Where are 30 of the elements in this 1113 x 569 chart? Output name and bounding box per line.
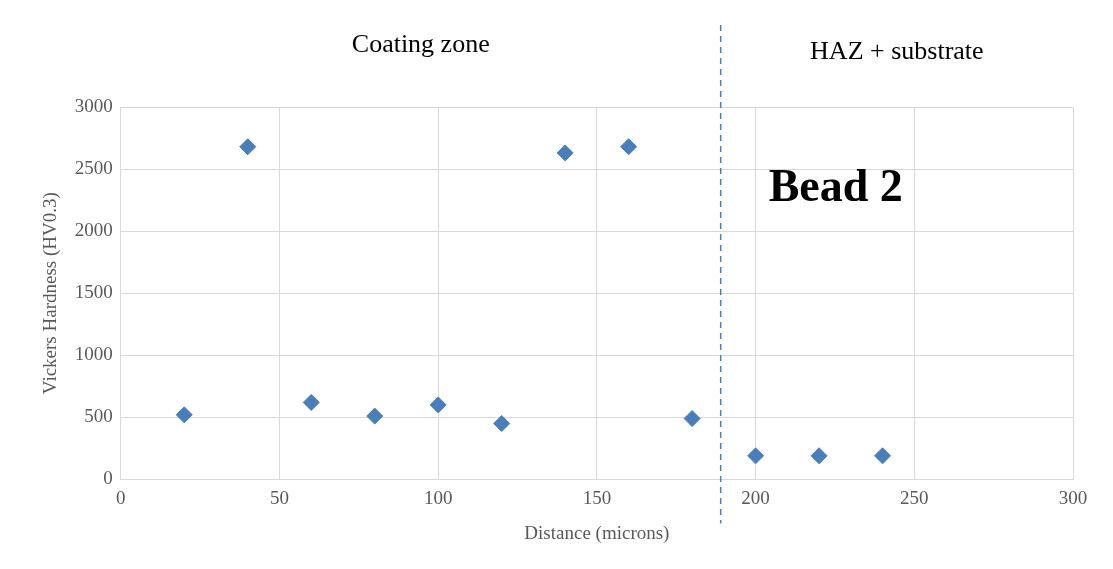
point	[683, 410, 701, 428]
point	[175, 406, 193, 424]
point	[239, 138, 257, 156]
y-tick-label: 3000	[74, 94, 113, 116]
point	[747, 447, 765, 465]
y-axis-title: Vickers Hardness (HV0.3)	[39, 192, 62, 395]
text: Coating zone	[351, 29, 490, 58]
point	[366, 407, 384, 425]
x-tick-label: 50	[270, 486, 289, 508]
y-tick-label: 2000	[74, 219, 113, 241]
x-tick-label: 250	[900, 486, 929, 508]
point	[620, 138, 638, 156]
x-axis-title: Distance (microns)	[524, 521, 670, 544]
point	[429, 396, 447, 414]
point	[556, 144, 574, 162]
point	[810, 447, 828, 465]
y-tick-label: 2500	[74, 157, 113, 179]
point	[302, 393, 320, 411]
x-tick-label: 300	[1058, 486, 1088, 508]
point	[493, 415, 511, 433]
x-tick-label: 200	[741, 486, 770, 508]
y-tick-label: 1500	[74, 281, 113, 303]
x-tick-label: 100	[423, 486, 453, 508]
y-tick-label: 500	[84, 405, 113, 427]
x-tick-label: 150	[582, 486, 612, 508]
annotation: Bead 2	[768, 160, 903, 211]
point	[874, 447, 892, 465]
text: HAZ + substrate	[810, 36, 984, 65]
y-tick-label: 0	[103, 467, 113, 489]
y-tick-label: 1000	[74, 343, 113, 365]
